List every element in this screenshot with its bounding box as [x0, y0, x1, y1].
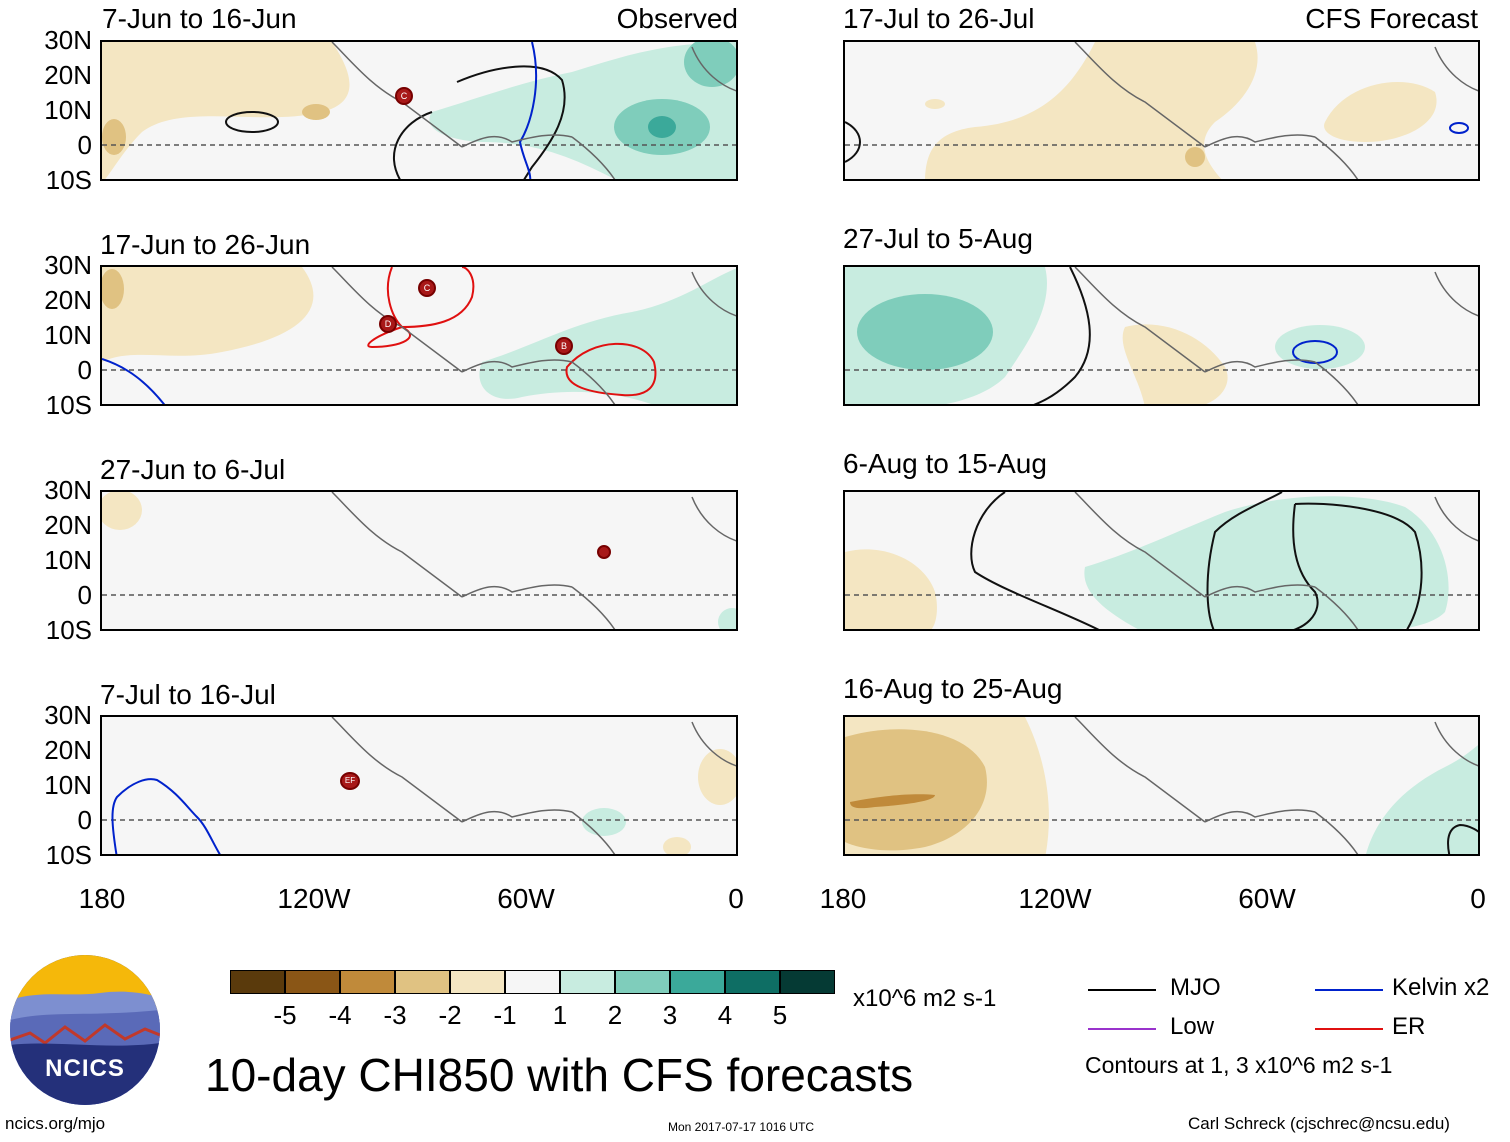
lat-label: 30N [44, 25, 92, 55]
storm-marker: C [395, 87, 413, 105]
panel-title-right-3: 6-Aug to 15-Aug [843, 448, 1047, 479]
legend-er-line [1315, 1028, 1383, 1030]
legend-low: Low [1170, 1013, 1215, 1040]
map-panel-right-3 [843, 490, 1480, 631]
colorbar-swatch [505, 970, 560, 994]
colorbar-swatch [560, 970, 615, 994]
lon-label: 60W [1238, 883, 1296, 914]
colorbar-label: 3 [662, 1000, 678, 1030]
lat-label: 10N [44, 770, 92, 800]
lat-label: 30N [44, 700, 92, 730]
map-panel-right-4 [843, 715, 1480, 856]
legend-mjo-line [1088, 989, 1156, 991]
map-panel-left-2: C D B [100, 265, 738, 406]
lat-label: 10S [45, 390, 92, 420]
lat-label: 10N [44, 95, 92, 125]
panel-title-left-3: 27-Jun to 6-Jul [100, 454, 286, 485]
colorbar-label: 5 [772, 1000, 788, 1030]
lat-label: 10N [44, 545, 92, 575]
storm-marker: EF [340, 772, 360, 790]
colorbar-swatch [615, 970, 670, 994]
panel-title-left-4: 7-Jul to 16-Jul [100, 679, 276, 710]
colorbar-swatch [230, 970, 285, 994]
panel-title-right-1: 17-Jul to 26-Jul [843, 3, 1035, 34]
map-panel-right-1 [843, 40, 1480, 181]
lat-label: 10S [45, 840, 92, 870]
lat-label: 10S [45, 615, 92, 645]
colorbar-label: -2 [438, 1000, 462, 1030]
colorbar-label: 2 [607, 1000, 623, 1030]
colorbar-swatch [395, 970, 450, 994]
colorbar-label: 4 [717, 1000, 733, 1030]
lat-label: 10N [44, 320, 92, 350]
colorbar-label: -3 [383, 1000, 407, 1030]
map-panel-left-4: EF [100, 715, 738, 856]
lon-label: 60W [497, 883, 555, 914]
observed-label: Observed [616, 3, 738, 34]
panel-title-right-4: 16-Aug to 25-Aug [843, 673, 1063, 704]
lat-label: 0 [77, 805, 92, 835]
legend-mjo: MJO [1170, 974, 1221, 1001]
map-panel-right-2 [843, 265, 1480, 406]
lon-label: 180 [78, 883, 126, 914]
main-title: 10-day CHI850 with CFS forecasts [205, 1049, 914, 1101]
timestamp: Mon 2017-07-17 1016 UTC [668, 1120, 815, 1134]
panel-title-left-1: 7-Jun to 16-Jun [102, 3, 297, 34]
legend-kelvin: Kelvin x2 [1392, 974, 1490, 1001]
lon-label: 120W [277, 883, 351, 914]
lon-label: 0 [728, 883, 744, 914]
colorbar-swatch [450, 970, 505, 994]
site-url: ncics.org/mjo [5, 1114, 106, 1133]
lat-label: 20N [44, 60, 92, 90]
lon-label: 120W [1018, 883, 1092, 914]
contours-note: Contours at 1, 3 x10^6 m2 s-1 [1085, 1052, 1393, 1078]
credit: Carl Schreck (cjschrec@ncsu.edu) [1188, 1114, 1450, 1133]
forecast-label: CFS Forecast [1305, 3, 1478, 34]
lon-label: 0 [1470, 883, 1486, 914]
colorbar-swatch [780, 970, 835, 994]
lat-label: 20N [44, 510, 92, 540]
lat-label: 10S [45, 165, 92, 195]
panel-title-left-2: 17-Jun to 26-Jun [100, 229, 311, 260]
lat-label: 30N [44, 475, 92, 505]
ncics-logo: NCICS [10, 955, 160, 1105]
lon-label: 180 [819, 883, 867, 914]
colorbar-swatch [340, 970, 395, 994]
storm-marker: D [379, 315, 397, 333]
colorbar-swatch [285, 970, 340, 994]
lat-label: 20N [44, 735, 92, 765]
colorbar-label: -5 [273, 1000, 297, 1030]
colorbar-label: -1 [493, 1000, 517, 1030]
lat-label: 30N [44, 250, 92, 280]
logo-text: NCICS [45, 1055, 125, 1082]
map-panel-left-3 [100, 490, 738, 631]
colorbar-units: x10^6 m2 s-1 [853, 985, 997, 1012]
storm-marker: C [418, 279, 436, 297]
colorbar-label: 1 [552, 1000, 568, 1030]
lat-label: 0 [77, 580, 92, 610]
colorbar-label: -4 [328, 1000, 352, 1030]
lat-label: 20N [44, 285, 92, 315]
legend-low-line [1088, 1028, 1156, 1030]
map-panel-left-1: C [100, 40, 738, 181]
storm-marker: B [555, 337, 573, 355]
lat-label: 0 [77, 130, 92, 160]
colorbar-swatch [670, 970, 725, 994]
legend-kelvin-line [1315, 989, 1383, 991]
legend-er: ER [1392, 1013, 1426, 1040]
lat-label: 0 [77, 355, 92, 385]
panel-title-right-2: 27-Jul to 5-Aug [843, 223, 1033, 254]
colorbar-swatch [725, 970, 780, 994]
